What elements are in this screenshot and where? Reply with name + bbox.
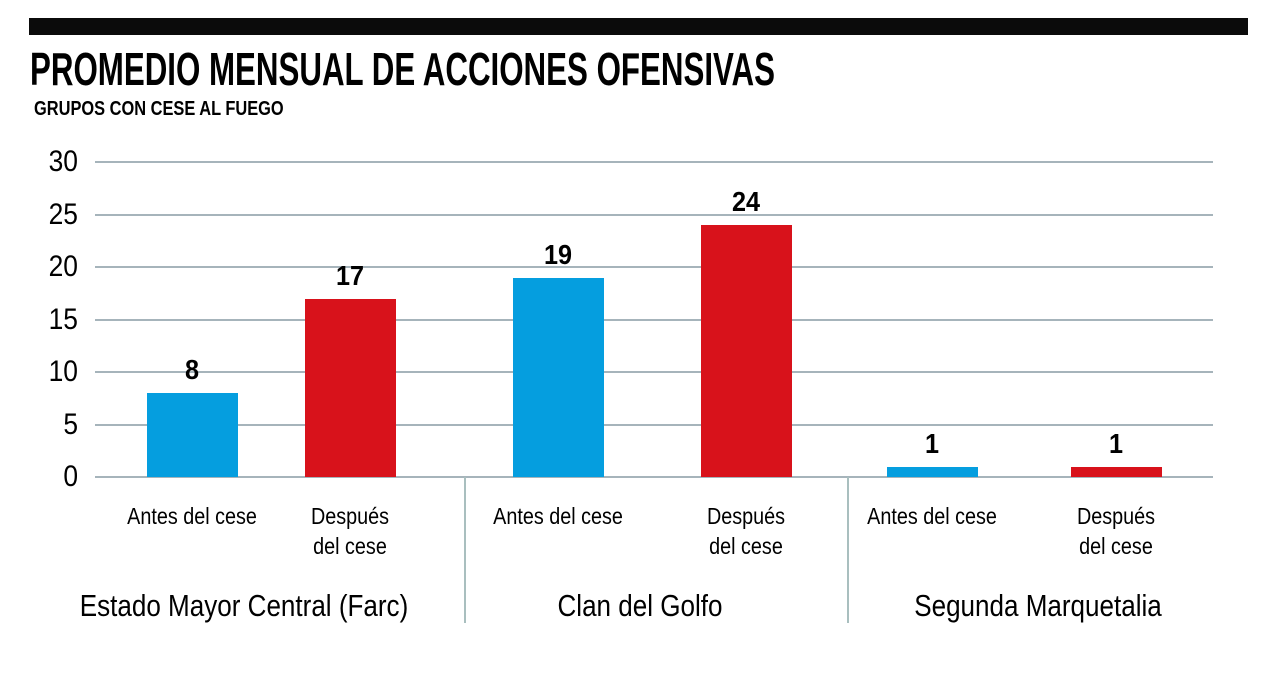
bar-antes-del-cese [146,393,238,477]
bar-value-label: 17 [335,259,365,291]
y-axis-tick-label: 15 [48,302,78,336]
group-label: Segunda Marquetalia [914,588,1162,623]
bar-value-label: 1 [1108,427,1124,459]
gridline-15 [95,318,1213,321]
gridline-5 [95,423,1213,426]
y-axis-tick-label: 10 [48,355,78,388]
bar-axis-label: Antes del cese [493,503,623,529]
bar-axis-label: del cese [313,533,387,559]
y-axis-tick-label: 30 [48,145,78,178]
bar-axis-label: Después [706,503,786,529]
bar-despues-del-cese [1070,466,1162,477]
bar-value-label: 19 [543,238,573,270]
bar-antes-del-cese [512,277,604,477]
gridline-10 [95,371,1213,373]
group-divider [847,477,849,623]
group-label: Estado Mayor Central (Farc) [79,588,409,623]
bar-axis-label: del cese [1079,533,1153,559]
group-divider [464,477,466,623]
bar-axis-label: Antes del cese [867,503,997,529]
bar-value-label: 24 [731,186,761,217]
bar-despues-del-cese [304,298,396,477]
bar-antes-del-cese [886,466,978,477]
bar-despues-del-cese [700,225,792,477]
gridline-0 [95,476,1213,478]
gridline-20 [95,266,1213,268]
bar-axis-label: Antes del cese [127,503,257,529]
bar-value-label: 1 [924,427,940,459]
bar-axis-label: del cese [709,533,783,559]
bar-axis-label: Después [310,503,390,529]
page-subtitle: GRUPOS CON CESE AL FUEGO [34,98,284,120]
bar-axis-label: Después [1076,503,1156,529]
bar-value-label: 8 [184,354,200,385]
gridline-30 [95,161,1213,163]
y-axis-tick-label: 0 [63,460,78,493]
group-label: Clan del Golfo [557,588,723,623]
gridline-25 [95,213,1213,216]
top-black-bar [29,18,1248,35]
y-axis-tick-label: 25 [48,197,78,231]
y-axis-tick-label: 5 [63,407,78,441]
page-title: PROMEDIO MENSUAL DE ACCIONES OFENSIVAS [30,43,776,95]
y-axis-tick-label: 20 [48,250,78,283]
